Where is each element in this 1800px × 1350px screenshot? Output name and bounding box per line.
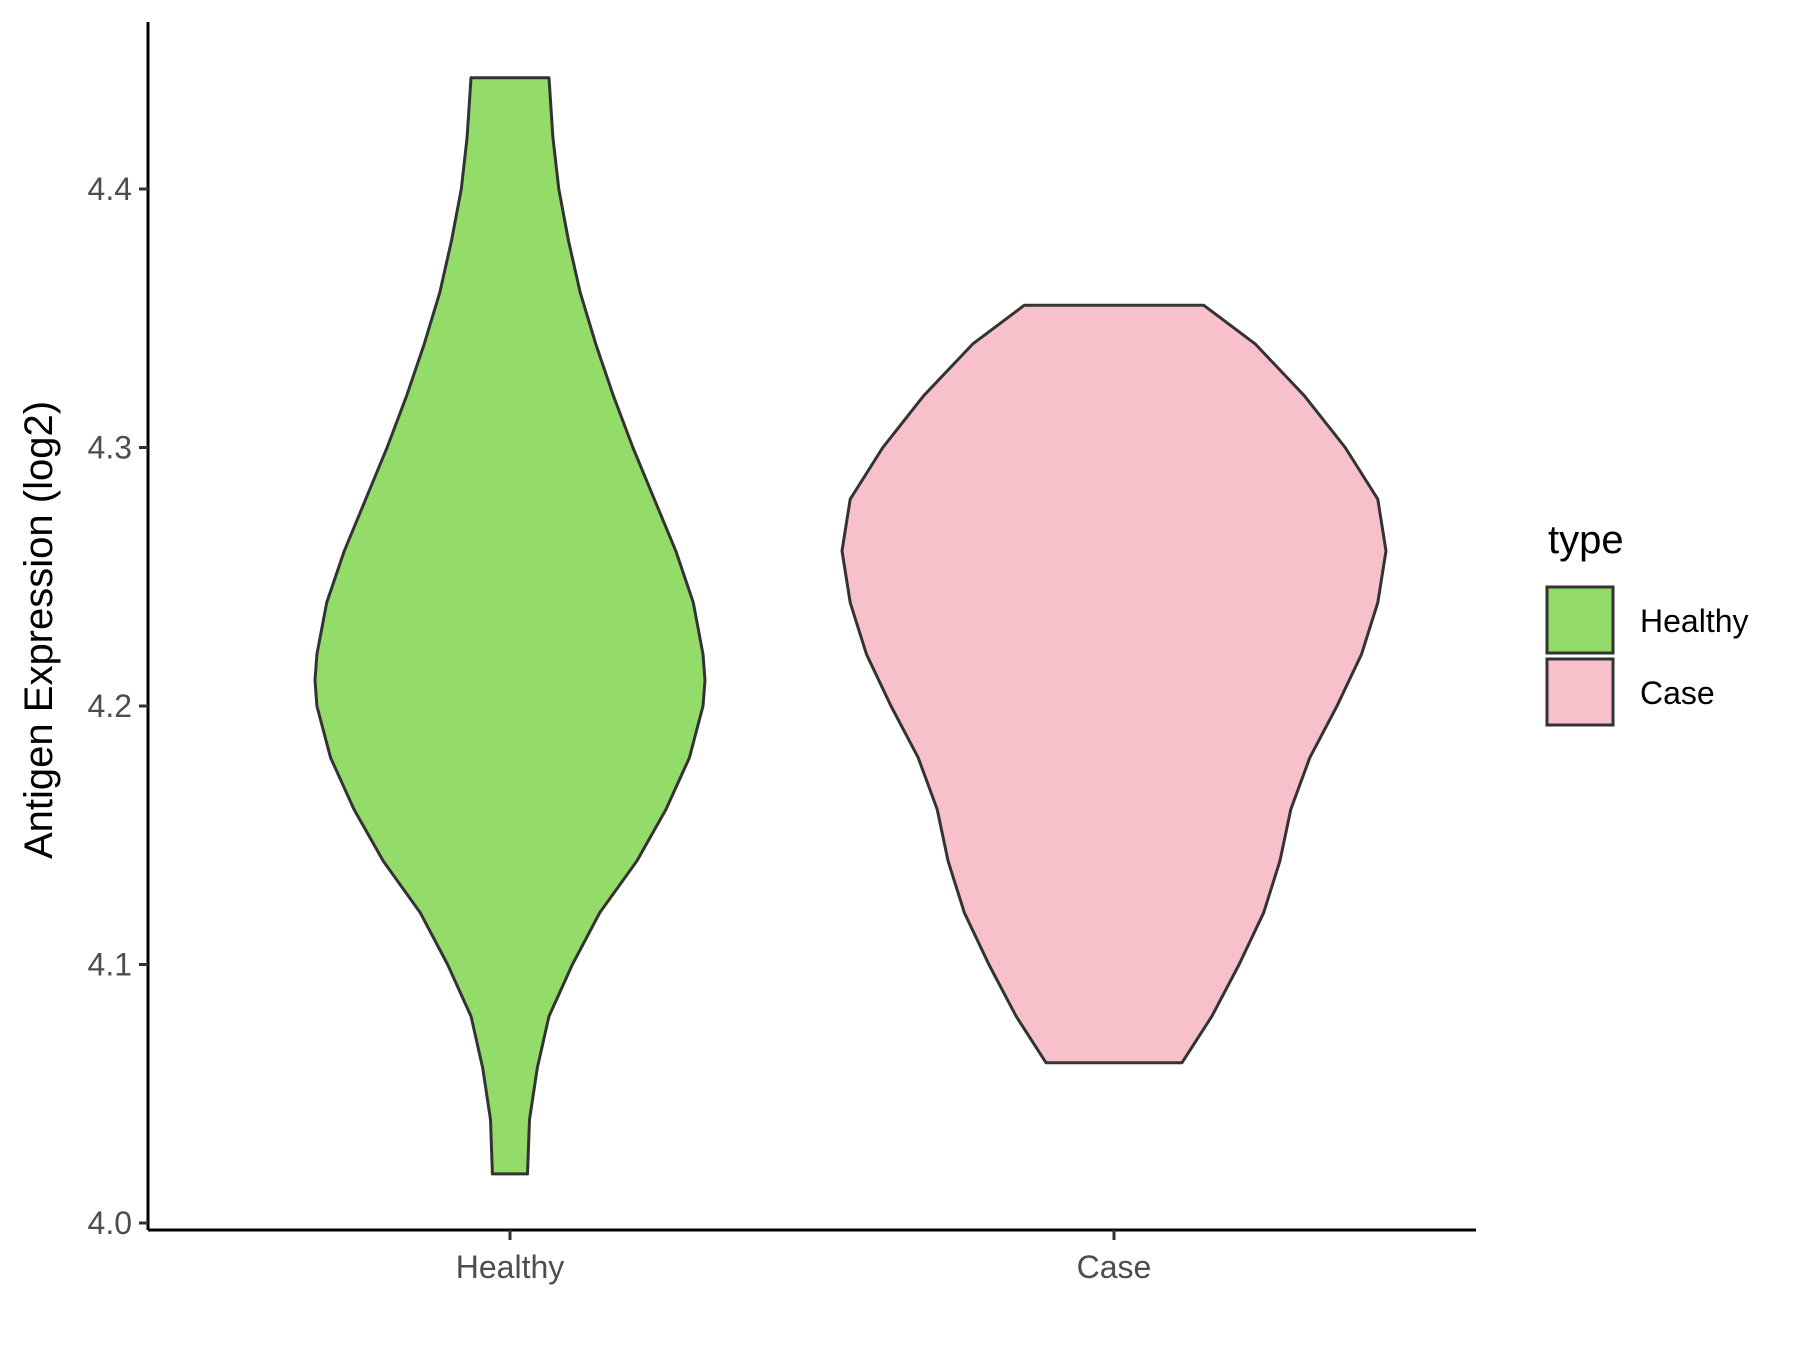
x-axis: Healthy Case — [148, 1228, 1476, 1285]
y-axis: 4.0 4.1 4.2 4.3 4.4 — [88, 22, 150, 1241]
violin-case — [840, 303, 1388, 1065]
violin-healthy — [313, 76, 707, 1176]
legend-key-healthy — [1545, 585, 1615, 655]
y-axis-title: Antigen Expression (log2) — [17, 401, 61, 859]
y-tick-label: 4.0 — [88, 1205, 132, 1241]
legend: type Healthy Case — [1545, 518, 1749, 727]
legend-title: type — [1548, 518, 1624, 562]
y-tick-label: 4.4 — [88, 171, 132, 207]
y-tick-label: 4.2 — [88, 688, 132, 724]
x-tick-label-case: Case — [1077, 1249, 1152, 1285]
legend-key-case — [1545, 657, 1615, 727]
legend-label-healthy: Healthy — [1640, 603, 1749, 639]
y-tick-label: 4.3 — [88, 430, 132, 466]
legend-label-case: Case — [1640, 675, 1715, 711]
violins-layer — [313, 76, 1388, 1176]
y-tick-label: 4.1 — [88, 947, 132, 983]
x-tick-label-healthy: Healthy — [456, 1249, 565, 1285]
